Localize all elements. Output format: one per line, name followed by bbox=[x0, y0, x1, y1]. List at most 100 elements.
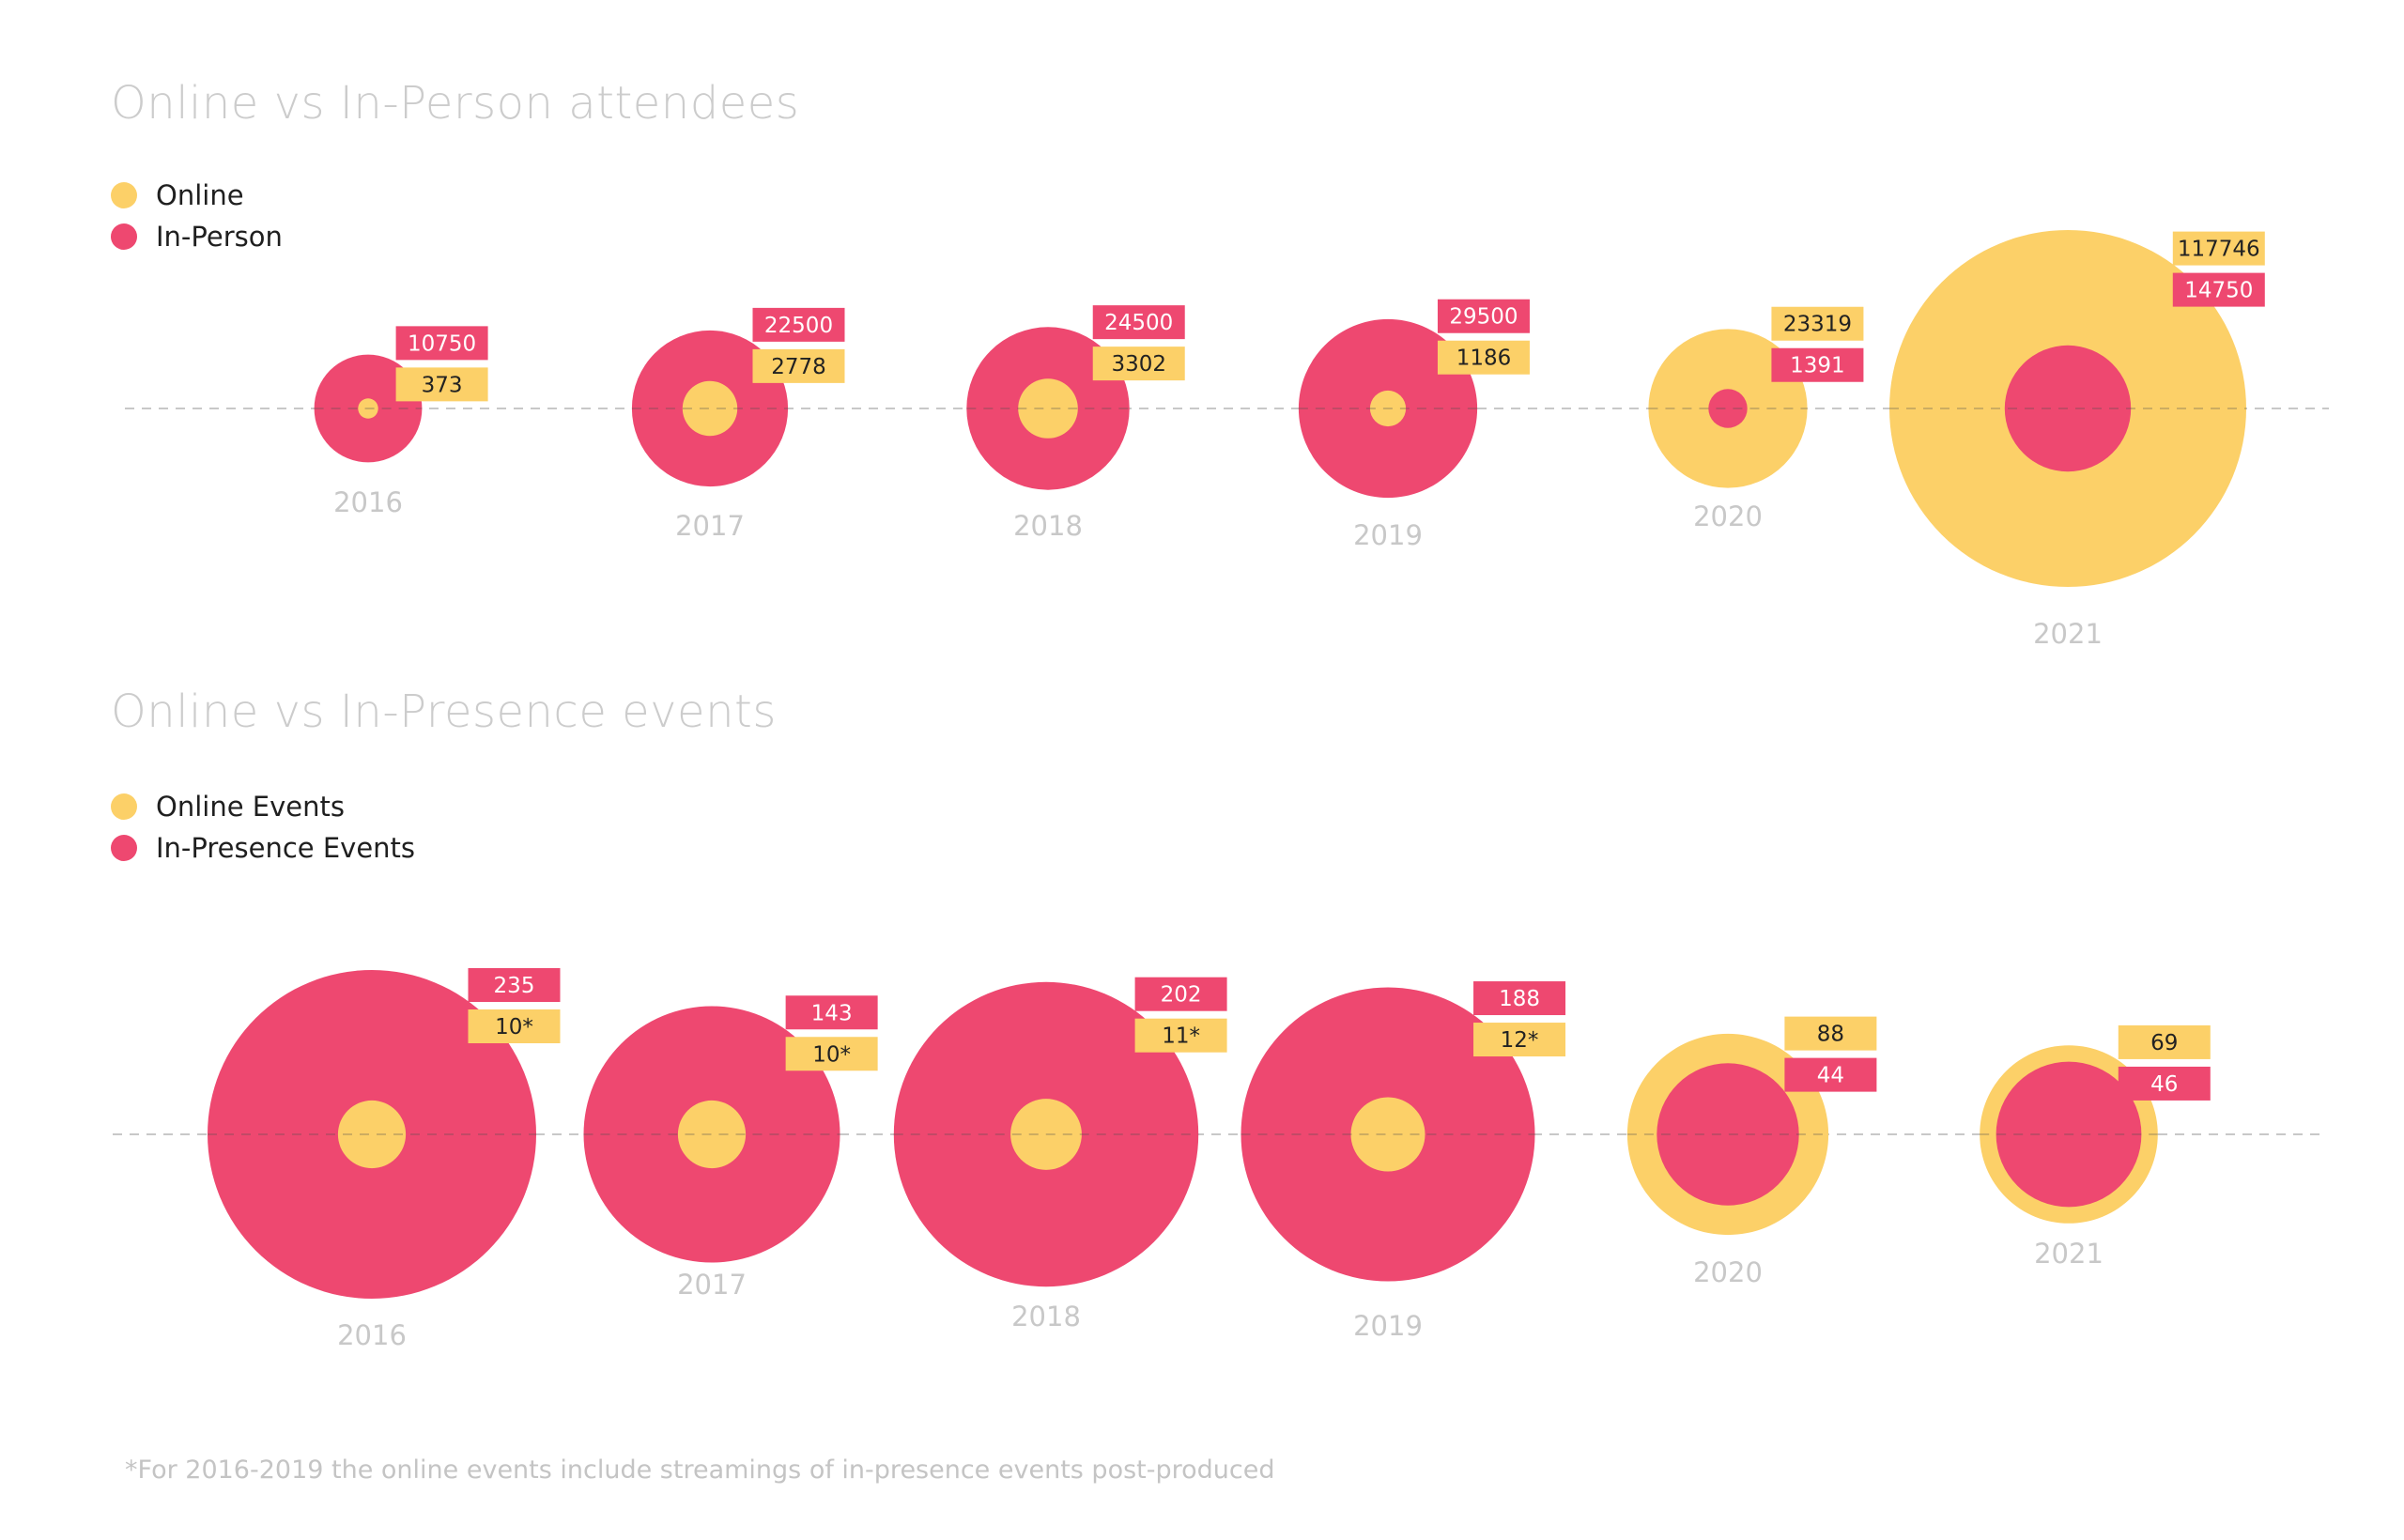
footnote: *For 2016-2019 the online events include… bbox=[125, 1455, 1275, 1485]
value-label-in-person-2021: 46 bbox=[2150, 1072, 2178, 1097]
bubble-online-2019 bbox=[1369, 390, 1407, 427]
value-flag-in-person-2017 bbox=[752, 307, 845, 342]
value-label-in-person-2016: 235 bbox=[494, 974, 535, 998]
value-flag-online-2016 bbox=[468, 1009, 561, 1043]
value-flag-online-2018 bbox=[1092, 346, 1185, 381]
legend-label-in-person: In-Person bbox=[156, 221, 283, 253]
legend-swatch-online bbox=[111, 182, 137, 208]
value-label-in-person-2018: 202 bbox=[1161, 983, 1202, 1008]
bubble-in-person-2020 bbox=[1708, 389, 1748, 428]
chart-title-attendees: Online vs In-Person attendees bbox=[111, 77, 800, 130]
bubble-group-attendees-2018: 2018 24500 3302 bbox=[966, 305, 1185, 542]
value-flag-in-person-2018 bbox=[1134, 977, 1227, 1011]
value-flag-online-2019 bbox=[1473, 1023, 1566, 1057]
chart-title-events: Online vs In-Presence events bbox=[111, 685, 777, 738]
value-flag-online-2021 bbox=[2172, 231, 2265, 266]
year-label-attendees-2020: 2020 bbox=[1693, 500, 1763, 532]
value-flag-online-2020 bbox=[1784, 1016, 1877, 1051]
legend-swatch-online-events bbox=[111, 793, 137, 820]
legend-item-in-person: In-Person bbox=[111, 216, 283, 257]
bubble-online-2017 bbox=[677, 1100, 747, 1169]
bubble-group-events-2021: 2021 69 46 bbox=[1980, 1024, 2211, 1270]
legend-events: Online Events In-Presence Events bbox=[111, 786, 415, 869]
bubble-in-person-2020 bbox=[1657, 1063, 1799, 1206]
value-label-in-person-2021: 14750 bbox=[2184, 279, 2253, 303]
legend-label-in-presence-events: In-Presence Events bbox=[156, 832, 416, 864]
value-label-online-2018: 11* bbox=[1162, 1024, 1200, 1049]
bubble-group-attendees-2016: 2016 10750 373 bbox=[314, 326, 488, 518]
legend-swatch-in-presence-events bbox=[111, 835, 137, 861]
value-label-online-2020: 88 bbox=[1817, 1023, 1844, 1047]
value-label-in-person-2018: 24500 bbox=[1104, 311, 1173, 335]
bubble-group-attendees-2021: 2021 117746 14750 bbox=[1889, 230, 2265, 650]
value-flag-in-person-2019 bbox=[1437, 299, 1530, 333]
year-label-events-2016: 2016 bbox=[337, 1319, 407, 1351]
value-label-online-2016: 10* bbox=[495, 1015, 533, 1040]
value-flag-online-2016 bbox=[395, 367, 488, 402]
year-label-attendees-2021: 2021 bbox=[2033, 618, 2103, 650]
value-flag-online-2020 bbox=[1771, 306, 1864, 341]
value-flag-in-person-2017 bbox=[785, 995, 878, 1030]
value-flag-in-person-2021 bbox=[2172, 272, 2265, 307]
year-label-events-2020: 2020 bbox=[1693, 1256, 1763, 1288]
bubble-group-events-2019: 2019 188 12* bbox=[1241, 981, 1566, 1342]
year-label-events-2019: 2019 bbox=[1353, 1310, 1423, 1342]
bubble-group-events-2020: 2020 88 44 bbox=[1626, 1016, 1877, 1288]
bubble-group-events-2018: 2018 202 11* bbox=[893, 977, 1227, 1332]
chart-attendees: 2016107503732017225002778201824500330220… bbox=[125, 230, 2329, 650]
value-label-in-person-2016: 10750 bbox=[408, 331, 476, 356]
year-label-events-2018: 2018 bbox=[1011, 1301, 1081, 1332]
bubble-online-2018 bbox=[1010, 1099, 1082, 1170]
bubble-online-2017 bbox=[682, 380, 738, 437]
value-label-in-person-2020: 44 bbox=[1817, 1064, 1844, 1088]
bubble-in-person-2021 bbox=[2004, 345, 2132, 472]
value-flag-in-person-2021 bbox=[2118, 1066, 2211, 1101]
value-label-in-person-2017: 143 bbox=[811, 1001, 853, 1025]
bubble-group-events-2016: 2016 235 10* bbox=[208, 968, 561, 1351]
value-label-in-person-2020: 1391 bbox=[1790, 354, 1845, 378]
bubble-group-attendees-2019: 2019 29500 1186 bbox=[1298, 299, 1530, 551]
value-flag-in-person-2016 bbox=[468, 968, 561, 1002]
value-label-online-2021: 69 bbox=[2150, 1031, 2178, 1055]
value-flag-online-2018 bbox=[1134, 1018, 1227, 1053]
value-flag-in-person-2020 bbox=[1771, 347, 1864, 382]
value-flag-in-person-2018 bbox=[1092, 305, 1185, 340]
chart-events: 2016 235 10* 2017 143 10* 2018 202 11* 2019 188 12*… bbox=[113, 968, 2319, 1351]
value-label-online-2019: 12* bbox=[1501, 1028, 1539, 1053]
value-flag-in-person-2020 bbox=[1784, 1057, 1877, 1092]
year-label-attendees-2018: 2018 bbox=[1013, 510, 1083, 542]
legend-item-online-events: Online Events bbox=[111, 786, 415, 827]
legend-label-online: Online bbox=[156, 179, 244, 211]
year-label-events-2021: 2021 bbox=[2034, 1238, 2104, 1270]
value-label-in-person-2019: 188 bbox=[1499, 987, 1540, 1011]
year-label-attendees-2017: 2017 bbox=[675, 510, 745, 542]
bubble-group-events-2017: 2017 143 10* bbox=[583, 995, 878, 1301]
year-label-attendees-2016: 2016 bbox=[333, 486, 403, 518]
value-label-online-2019: 1186 bbox=[1456, 346, 1512, 371]
legend-label-online-events: Online Events bbox=[156, 791, 345, 823]
value-flag-online-2017 bbox=[752, 348, 845, 383]
bubble-online-2018 bbox=[1018, 378, 1078, 439]
bubble-online-2016 bbox=[358, 398, 378, 419]
value-label-online-2017: 2778 bbox=[771, 355, 826, 379]
value-flag-online-2021 bbox=[2118, 1024, 2211, 1059]
value-flag-in-person-2019 bbox=[1473, 981, 1566, 1016]
bubble-in-person-2021 bbox=[1996, 1061, 2142, 1208]
value-flag-in-person-2016 bbox=[395, 326, 488, 361]
legend-swatch-in-person bbox=[111, 223, 137, 250]
value-label-in-person-2019: 29500 bbox=[1449, 305, 1518, 330]
value-label-in-person-2017: 22500 bbox=[764, 314, 833, 338]
year-label-attendees-2019: 2019 bbox=[1353, 519, 1423, 551]
value-label-online-2020: 23319 bbox=[1783, 313, 1852, 337]
value-label-online-2021: 117746 bbox=[2178, 238, 2260, 262]
year-label-events-2017: 2017 bbox=[677, 1269, 747, 1301]
value-label-online-2016: 373 bbox=[422, 373, 463, 397]
bubble-group-attendees-2020: 2020 23319 1391 bbox=[1648, 306, 1864, 532]
legend-item-online: Online bbox=[111, 175, 283, 216]
value-flag-online-2017 bbox=[785, 1037, 878, 1071]
value-label-online-2017: 10* bbox=[812, 1042, 851, 1067]
bubble-online-2016 bbox=[337, 1100, 407, 1169]
value-label-online-2018: 3302 bbox=[1111, 352, 1166, 377]
legend-attendees: Online In-Person bbox=[111, 175, 283, 257]
